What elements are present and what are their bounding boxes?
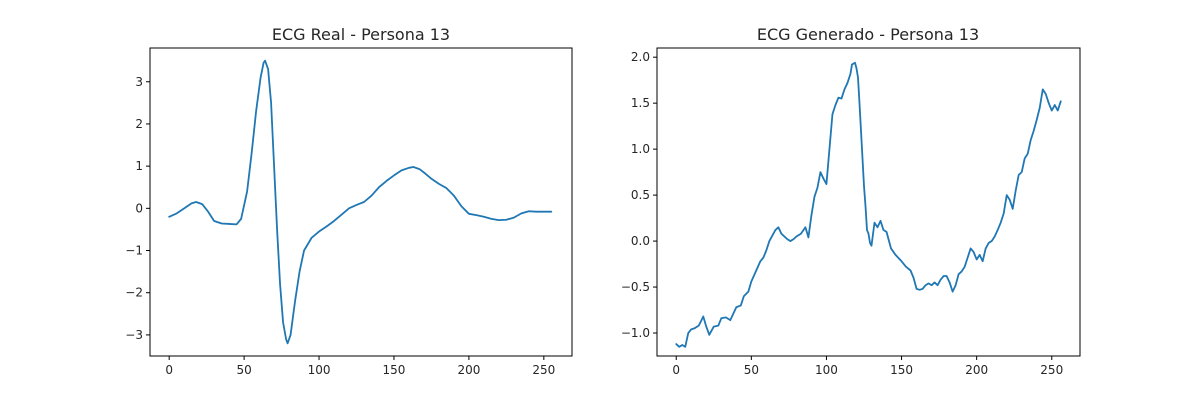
chart-ecg-generado: ECG Generado - Persona 13 0 50 100 150 200 25…	[621, 25, 1081, 377]
x-tick-label: 50	[236, 363, 251, 377]
x-tick-label: 50	[744, 363, 759, 377]
y-tick-label: 3	[135, 75, 143, 89]
plot-frame	[656, 47, 1081, 357]
ecg-real-line	[168, 59, 553, 345]
x-tick-label: 0	[672, 363, 680, 377]
y-tick-label: 2.0	[631, 50, 650, 64]
y-tick-label: 0	[135, 201, 143, 215]
x-tick-label: 250	[1040, 363, 1063, 377]
y-tick-label: 1.5	[631, 96, 650, 110]
x-tick-label: 100	[815, 363, 838, 377]
chart-title: ECG Generado - Persona 13	[757, 25, 979, 44]
y-tick-label: −3	[125, 328, 143, 342]
ecg-generado-line	[675, 61, 1062, 348]
x-tick-label: 150	[890, 363, 913, 377]
x-tick-label: 0	[165, 363, 173, 377]
chart-ecg-real: ECG Real - Persona 13 0 50 100 150 200 250 −3…	[125, 25, 573, 377]
x-tick-label: 250	[532, 363, 555, 377]
y-tick-label: 2	[135, 117, 143, 131]
y-tick-label: −1	[125, 244, 143, 258]
y-tick-label: 1	[135, 159, 143, 173]
x-tick-label: 200	[965, 363, 988, 377]
y-axis: −3 −2 −1 0 1 2 3	[125, 75, 150, 342]
x-axis: 0 50 100 150 200 250	[165, 356, 555, 377]
x-tick-label: 100	[308, 363, 331, 377]
x-tick-label: 200	[457, 363, 480, 377]
y-tick-label: −1.0	[621, 326, 650, 340]
y-tick-label: −0.5	[621, 280, 650, 294]
chart-title: ECG Real - Persona 13	[272, 25, 450, 44]
y-tick-label: 1.0	[631, 142, 650, 156]
y-axis: −1.0 −0.5 0.0 0.5 1.0 1.5 2.0	[621, 50, 657, 340]
plot-frame	[149, 47, 573, 357]
x-tick-label: 150	[383, 363, 406, 377]
x-axis: 0 50 100 150 200 250	[672, 356, 1063, 377]
y-tick-label: 0.5	[631, 188, 650, 202]
y-tick-label: 0.0	[631, 234, 650, 248]
y-tick-label: −2	[125, 286, 143, 300]
